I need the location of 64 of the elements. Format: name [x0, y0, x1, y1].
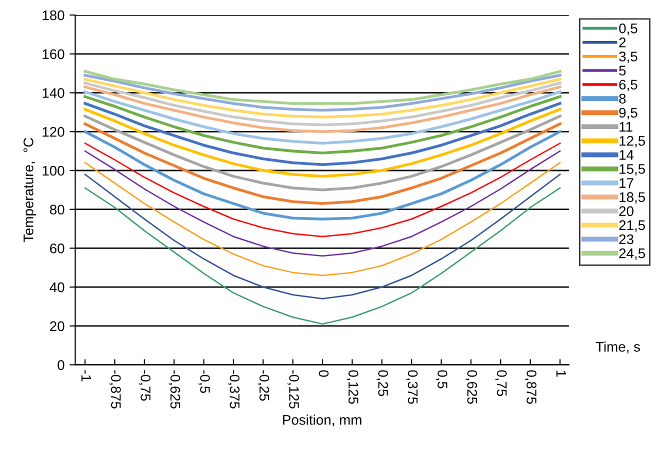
line-series [84, 174, 561, 300]
y-tick-label: 60 [50, 244, 64, 254]
y-tick-label: 20 [50, 321, 64, 332]
line-series [84, 142, 561, 238]
legend-label: 12,5 [620, 136, 646, 148]
line-series [84, 102, 562, 166]
legend-label: 15,5 [620, 164, 646, 176]
legend-label: 8 [619, 94, 626, 104]
y-tick-label: 40 [50, 282, 64, 292]
legend-label: 2 [619, 38, 626, 48]
x-tick-label: -0,125 [287, 370, 299, 408]
line-series [84, 150, 561, 257]
x-tick-label: 0,25 [376, 370, 388, 396]
legend-label: 11 [620, 122, 632, 132]
legend-label: 17 [620, 178, 634, 188]
line-series [84, 187, 561, 325]
legend-title: Time, s [596, 342, 640, 354]
y-tick-label: 0 [58, 360, 64, 370]
x-tick-label: -0,375 [228, 370, 240, 408]
x-tick-label: -0,625 [168, 370, 180, 408]
y-tick-label: 100 [42, 166, 64, 176]
x-axis-title: Position, mm [283, 414, 362, 426]
line-series [84, 90, 562, 145]
line-series [84, 82, 562, 126]
legend-label: 5 [619, 66, 626, 76]
y-tick-label: 180 [42, 10, 64, 20]
line-series [84, 74, 562, 112]
x-tick-label: -0,75 [139, 370, 151, 401]
x-tick-label: -0,875 [109, 370, 121, 408]
line-series [84, 122, 562, 205]
x-tick-label: 0 [318, 370, 329, 377]
x-tick-label: -0,5 [198, 370, 210, 394]
x-tick-label: -1 [81, 370, 91, 382]
legend-label: 14 [620, 150, 634, 160]
legend-label: 9,5 [619, 108, 638, 120]
line-series [84, 114, 562, 192]
x-tick-label: 1 [556, 370, 566, 377]
line-series [84, 78, 562, 118]
line-series [84, 130, 562, 220]
x-tick-label: -0,25 [258, 370, 270, 401]
legend-label: 18,5 [620, 192, 646, 204]
legend-label: 20 [619, 206, 634, 216]
y-axis-title: Temperature, °C [24, 138, 36, 242]
legend-label: 21,5 [619, 220, 646, 232]
y-tick-label: 140 [42, 88, 64, 98]
line-series [84, 70, 562, 105]
line-series [84, 108, 562, 178]
line-series [84, 162, 561, 276]
x-tick-label: 0,125 [346, 370, 358, 404]
legend-label: 3,5 [619, 52, 638, 64]
x-tick-label: 0,375 [406, 370, 418, 404]
legend-label: 24,5 [619, 248, 646, 260]
x-tick-label: 0,625 [466, 370, 478, 404]
x-tick-label: 0,75 [495, 370, 507, 396]
legend-label: 0,5 [619, 23, 638, 35]
y-tick-label: 160 [42, 49, 64, 60]
x-tick-label: 0,875 [524, 370, 536, 404]
legend-label: 23 [619, 234, 634, 244]
y-tick-label: 120 [42, 126, 64, 137]
line-series [84, 95, 562, 154]
legend-label: 6,5 [619, 80, 638, 92]
y-tick-label: 80 [50, 204, 64, 215]
line-series [84, 86, 562, 134]
x-tick-label: 0,5 [436, 370, 448, 388]
